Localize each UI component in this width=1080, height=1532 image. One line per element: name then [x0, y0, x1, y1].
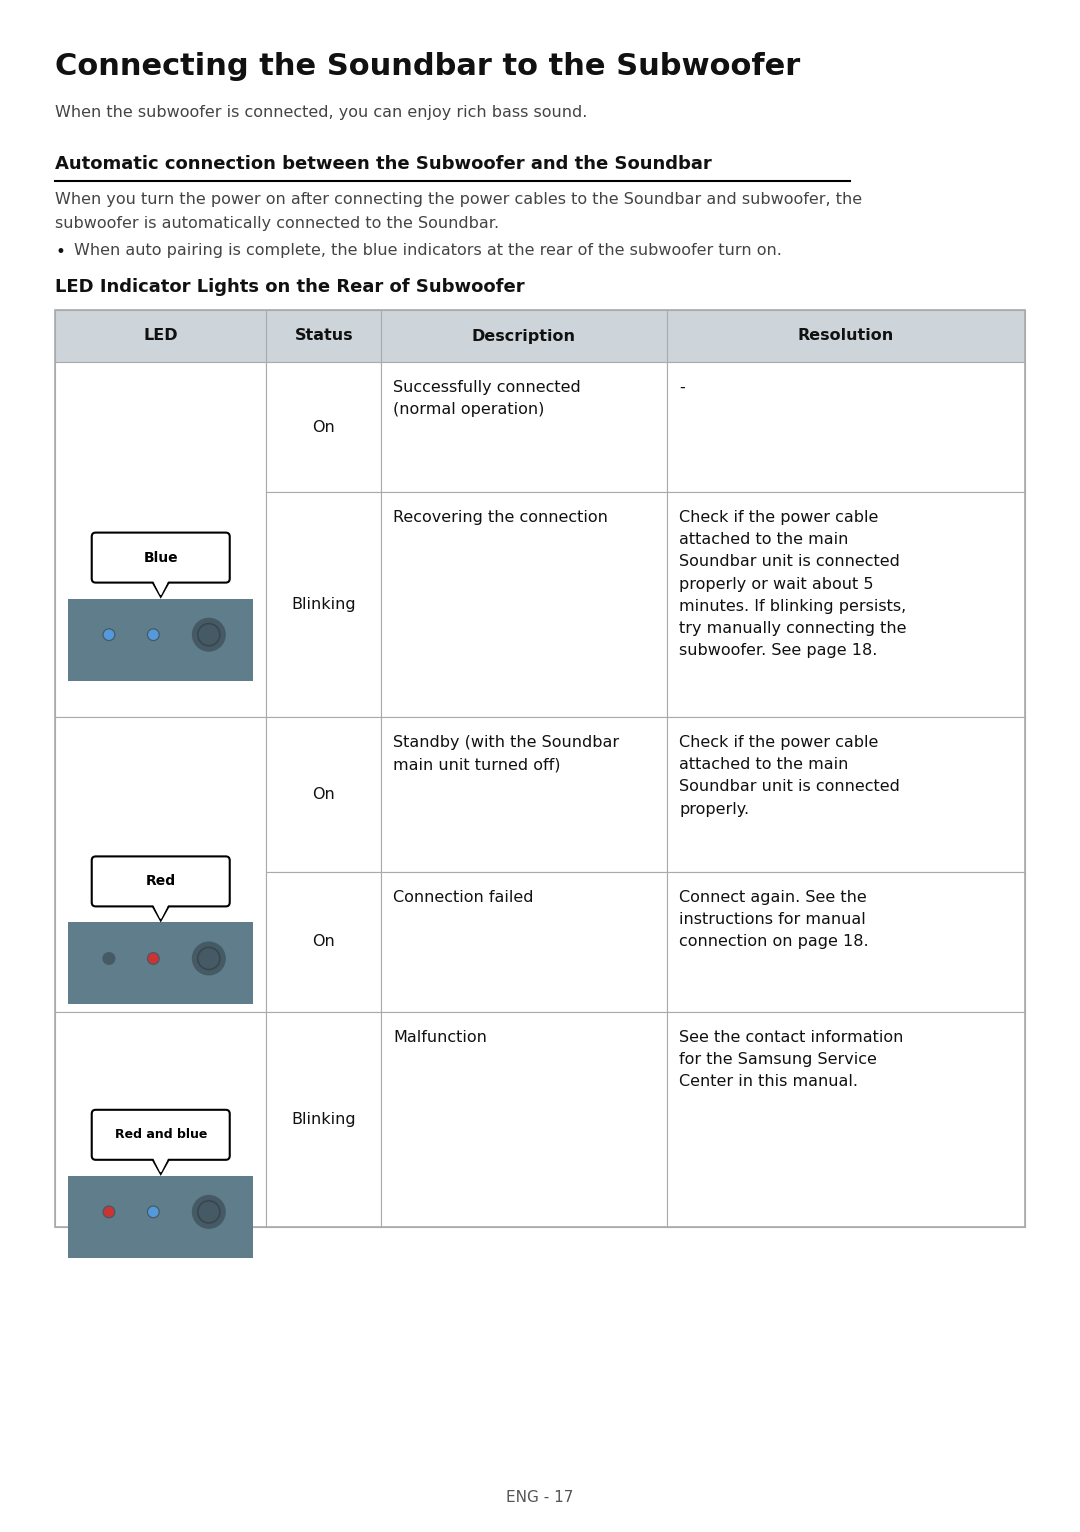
Text: Connecting the Soundbar to the Subwoofer: Connecting the Soundbar to the Subwoofer	[55, 52, 800, 81]
FancyBboxPatch shape	[55, 717, 267, 1013]
Text: ID SET: ID SET	[193, 1272, 225, 1281]
FancyBboxPatch shape	[667, 492, 1025, 717]
Text: On: On	[312, 787, 335, 801]
Polygon shape	[153, 904, 167, 918]
FancyBboxPatch shape	[55, 362, 267, 717]
Text: ID SET: ID SET	[193, 694, 225, 703]
Polygon shape	[151, 1158, 170, 1174]
FancyBboxPatch shape	[68, 922, 253, 1005]
FancyBboxPatch shape	[68, 1175, 253, 1258]
Text: Red: Red	[146, 875, 176, 889]
Circle shape	[149, 954, 158, 964]
FancyBboxPatch shape	[92, 1109, 230, 1160]
Text: Check if the power cable
attached to the main
Soundbar unit is connected
properl: Check if the power cable attached to the…	[679, 510, 906, 659]
FancyBboxPatch shape	[55, 1013, 267, 1227]
FancyBboxPatch shape	[667, 1013, 1025, 1227]
Polygon shape	[153, 581, 167, 594]
Text: STANDBY: STANDBY	[131, 694, 176, 703]
Text: LED: LED	[144, 328, 178, 343]
FancyBboxPatch shape	[667, 362, 1025, 492]
FancyBboxPatch shape	[381, 717, 667, 872]
Text: When auto pairing is complete, the blue indicators at the rear of the subwoofer : When auto pairing is complete, the blue …	[75, 244, 782, 257]
FancyBboxPatch shape	[667, 717, 1025, 872]
Text: Blinking: Blinking	[292, 1112, 356, 1128]
Text: Connect again. See the
instructions for manual
connection on page 18.: Connect again. See the instructions for …	[679, 890, 868, 950]
Text: LED Indicator Lights on the Rear of Subwoofer: LED Indicator Lights on the Rear of Subw…	[55, 277, 525, 296]
Text: Description: Description	[472, 328, 576, 343]
Polygon shape	[151, 904, 170, 921]
FancyBboxPatch shape	[667, 872, 1025, 1013]
Circle shape	[105, 1207, 113, 1216]
Polygon shape	[151, 581, 170, 596]
Text: STANDBY: STANDBY	[131, 1272, 176, 1281]
Text: See the contact information
for the Samsung Service
Center in this manual.: See the contact information for the Sams…	[679, 1030, 904, 1089]
Text: On: On	[312, 420, 335, 435]
Text: When you turn the power on after connecting the power cables to the Soundbar and: When you turn the power on after connect…	[55, 192, 862, 207]
Text: -: -	[679, 380, 685, 395]
Text: Connection failed: Connection failed	[393, 890, 534, 905]
Circle shape	[105, 630, 113, 639]
Text: Standby (with the Soundbar
main unit turned off): Standby (with the Soundbar main unit tur…	[393, 735, 619, 772]
FancyBboxPatch shape	[381, 872, 667, 1013]
FancyBboxPatch shape	[267, 362, 381, 492]
FancyBboxPatch shape	[267, 872, 381, 1013]
FancyBboxPatch shape	[92, 856, 230, 907]
Text: Blinking: Blinking	[292, 597, 356, 611]
Text: LINK: LINK	[98, 1017, 120, 1028]
Text: LINK: LINK	[98, 694, 120, 703]
Text: ID SET: ID SET	[193, 1017, 225, 1028]
FancyBboxPatch shape	[381, 492, 667, 717]
Circle shape	[103, 1206, 116, 1218]
Circle shape	[192, 617, 226, 651]
Circle shape	[192, 1195, 226, 1229]
Text: Resolution: Resolution	[798, 328, 894, 343]
FancyBboxPatch shape	[92, 533, 230, 582]
Text: Recovering the connection: Recovering the connection	[393, 510, 608, 525]
Text: ENG - 17: ENG - 17	[507, 1491, 573, 1504]
Circle shape	[147, 628, 160, 642]
FancyBboxPatch shape	[267, 717, 381, 872]
Text: Status: Status	[295, 328, 353, 343]
Circle shape	[147, 1206, 160, 1218]
Text: Red and blue: Red and blue	[114, 1128, 207, 1141]
Text: On: On	[312, 935, 335, 950]
FancyBboxPatch shape	[267, 1013, 381, 1227]
Text: LINK: LINK	[98, 1272, 120, 1281]
Circle shape	[103, 951, 116, 965]
Text: Automatic connection between the Subwoofer and the Soundbar: Automatic connection between the Subwoof…	[55, 155, 712, 173]
Circle shape	[149, 1207, 158, 1216]
FancyBboxPatch shape	[68, 599, 253, 680]
Text: Check if the power cable
attached to the main
Soundbar unit is connected
properl: Check if the power cable attached to the…	[679, 735, 900, 817]
FancyBboxPatch shape	[381, 362, 667, 492]
FancyBboxPatch shape	[55, 309, 1025, 362]
FancyBboxPatch shape	[267, 492, 381, 717]
Text: •: •	[55, 244, 65, 260]
Circle shape	[192, 942, 226, 976]
Circle shape	[147, 951, 160, 965]
Text: When the subwoofer is connected, you can enjoy rich bass sound.: When the subwoofer is connected, you can…	[55, 106, 588, 119]
Text: STANDBY: STANDBY	[131, 1017, 176, 1028]
FancyBboxPatch shape	[381, 1013, 667, 1227]
Text: Malfunction: Malfunction	[393, 1030, 487, 1045]
Circle shape	[103, 628, 116, 642]
Text: subwoofer is automatically connected to the Soundbar.: subwoofer is automatically connected to …	[55, 216, 499, 231]
Text: Blue: Blue	[144, 550, 178, 565]
Circle shape	[149, 630, 158, 639]
Text: Successfully connected
(normal operation): Successfully connected (normal operation…	[393, 380, 581, 417]
Polygon shape	[153, 1158, 167, 1172]
